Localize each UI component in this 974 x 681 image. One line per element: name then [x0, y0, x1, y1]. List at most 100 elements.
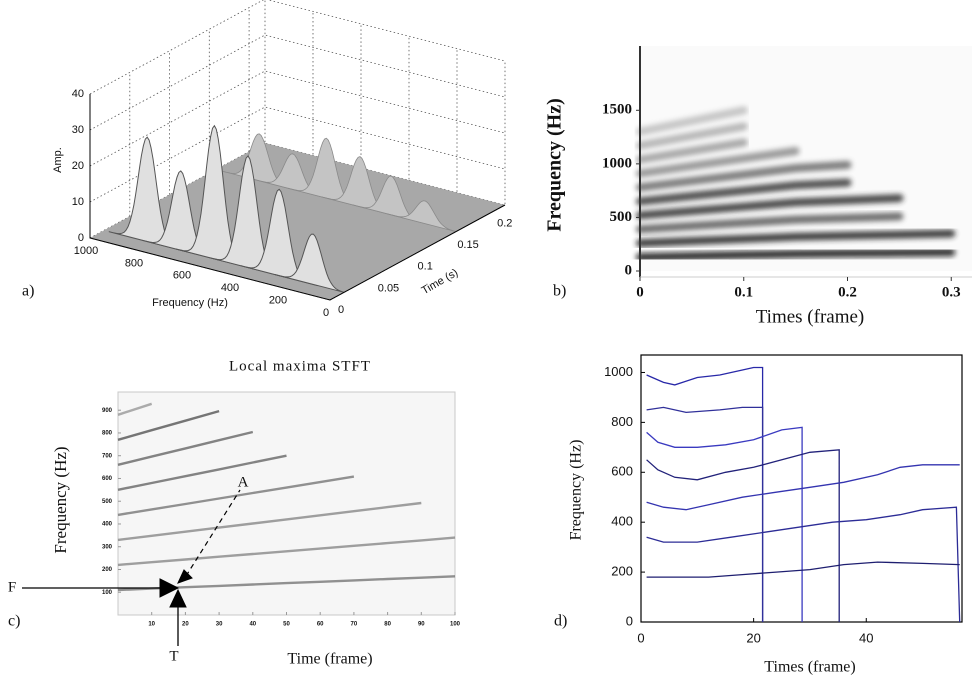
- x-tick-label: 70: [351, 622, 358, 628]
- annotation: A: [238, 474, 249, 490]
- line: [646, 426, 803, 622]
- y-tick-label: 400: [102, 522, 113, 528]
- annotation: T: [169, 648, 178, 664]
- axis-line: [89, 94, 506, 301]
- grid-line: [89, 34, 506, 131]
- x-tick-label: 90: [418, 622, 425, 628]
- panel-label: d): [554, 613, 567, 630]
- panel-label: a): [22, 283, 34, 300]
- y-tick-label: 600: [611, 464, 633, 479]
- panel-label: b): [553, 283, 566, 300]
- y-tick-label: 1000: [602, 155, 632, 171]
- z-tick-label: 40: [72, 88, 84, 100]
- x-axis-label: Times (frame): [764, 659, 855, 676]
- y-tick-label: 0: [338, 304, 344, 316]
- x-tick-label: 30: [216, 622, 223, 628]
- y-tick-label: 500: [610, 209, 633, 225]
- x-tick-label: 1000: [74, 245, 98, 257]
- harmonic-band: [636, 122, 748, 150]
- y-tick-label: 0: [625, 262, 633, 278]
- track: [117, 430, 254, 466]
- line: [646, 406, 764, 622]
- x-tick-label: 0.1: [734, 284, 753, 300]
- harmonic-band: [636, 229, 956, 248]
- x-tick-label: 20: [746, 630, 760, 645]
- grid-line: [89, 0, 506, 95]
- y-tick-label: 0: [626, 613, 633, 628]
- x-tick-label: 100: [450, 622, 461, 628]
- harmonic-band: [636, 248, 956, 262]
- y-tick-label: 400: [611, 514, 633, 529]
- y-tick-label: 0.1: [418, 261, 433, 273]
- y-tick-label: 600: [102, 476, 113, 482]
- arrow-head: [159, 578, 180, 598]
- y-tick-label: 1000: [604, 364, 633, 379]
- harmonic-band: [636, 106, 748, 136]
- y-axis-label: Frequency (Hz): [568, 440, 585, 541]
- z-tick-label: 30: [72, 124, 84, 136]
- x-tick-label: 600: [173, 270, 191, 282]
- y-tick-label: 0.05: [378, 282, 399, 294]
- z-tick-label: 0: [78, 232, 84, 244]
- x-tick-label: 80: [384, 622, 391, 628]
- arrow-head: [169, 588, 187, 608]
- y-tick-label: 0.2: [497, 218, 512, 230]
- annotation-arrows: [22, 489, 241, 646]
- y-tick-label: 200: [611, 564, 633, 579]
- z-axis-label: Amp.: [52, 147, 64, 173]
- x-tick-label: 0.3: [942, 284, 961, 300]
- x-tick-label: 0.2: [838, 284, 857, 300]
- annotation: F: [8, 579, 16, 595]
- x-axis-label: Time (frame): [287, 651, 372, 668]
- x-tick-label: 0: [636, 284, 644, 300]
- y-tick-label: 300: [102, 544, 113, 550]
- arrow-head: [177, 569, 193, 584]
- x-tick-label: 40: [249, 622, 256, 628]
- line: [646, 561, 960, 578]
- x-tick-label: 800: [125, 257, 143, 269]
- ridge-tail: [386, 200, 457, 232]
- line: [646, 464, 960, 511]
- y-tick-label: 800: [102, 431, 113, 437]
- y-tick-label: 100: [102, 590, 113, 596]
- x-tick-label: 20: [182, 622, 189, 628]
- panel-label: c): [8, 613, 20, 630]
- x-axis-label: Times (frame): [756, 306, 865, 327]
- x-tick-label: 400: [221, 282, 239, 294]
- harmonic-band: [636, 194, 904, 220]
- z-tick-label: 20: [72, 160, 84, 172]
- y-tick-label: 800: [611, 414, 633, 429]
- harmonic-band: [636, 178, 852, 206]
- x-tick-label: 200: [269, 295, 287, 307]
- y-axis-label: Frequency (Hz): [51, 446, 70, 553]
- y-tick-label: 1500: [602, 102, 632, 118]
- ridge: [274, 233, 345, 293]
- x-tick-label: 0: [637, 630, 644, 645]
- grid-line: [89, 70, 506, 167]
- track: [117, 536, 456, 567]
- harmonic-band: [636, 138, 748, 164]
- x-tick-label: 50: [283, 622, 290, 628]
- x-tick-label: 10: [148, 622, 155, 628]
- y-tick-label: 900: [102, 408, 113, 414]
- y-tick-label: 700: [102, 453, 113, 459]
- grid-line: [89, 142, 506, 239]
- x-axis-label: Frequency (Hz): [152, 297, 228, 309]
- grid-line: [89, 106, 506, 203]
- line: [646, 449, 840, 622]
- track: [117, 501, 422, 542]
- harmonic-band: [636, 147, 800, 178]
- z-tick-label: 10: [72, 196, 84, 208]
- x-tick-label: 40: [859, 630, 873, 645]
- chart-title: Local maxima STFT: [229, 358, 371, 374]
- track: [117, 402, 153, 416]
- harmonic-band: [636, 160, 852, 192]
- y-tick-label: 0.15: [457, 239, 478, 251]
- x-tick-label: 0: [323, 307, 329, 319]
- arrow-a: [185, 489, 241, 577]
- track: [117, 454, 287, 491]
- line: [646, 506, 961, 623]
- line: [646, 366, 764, 622]
